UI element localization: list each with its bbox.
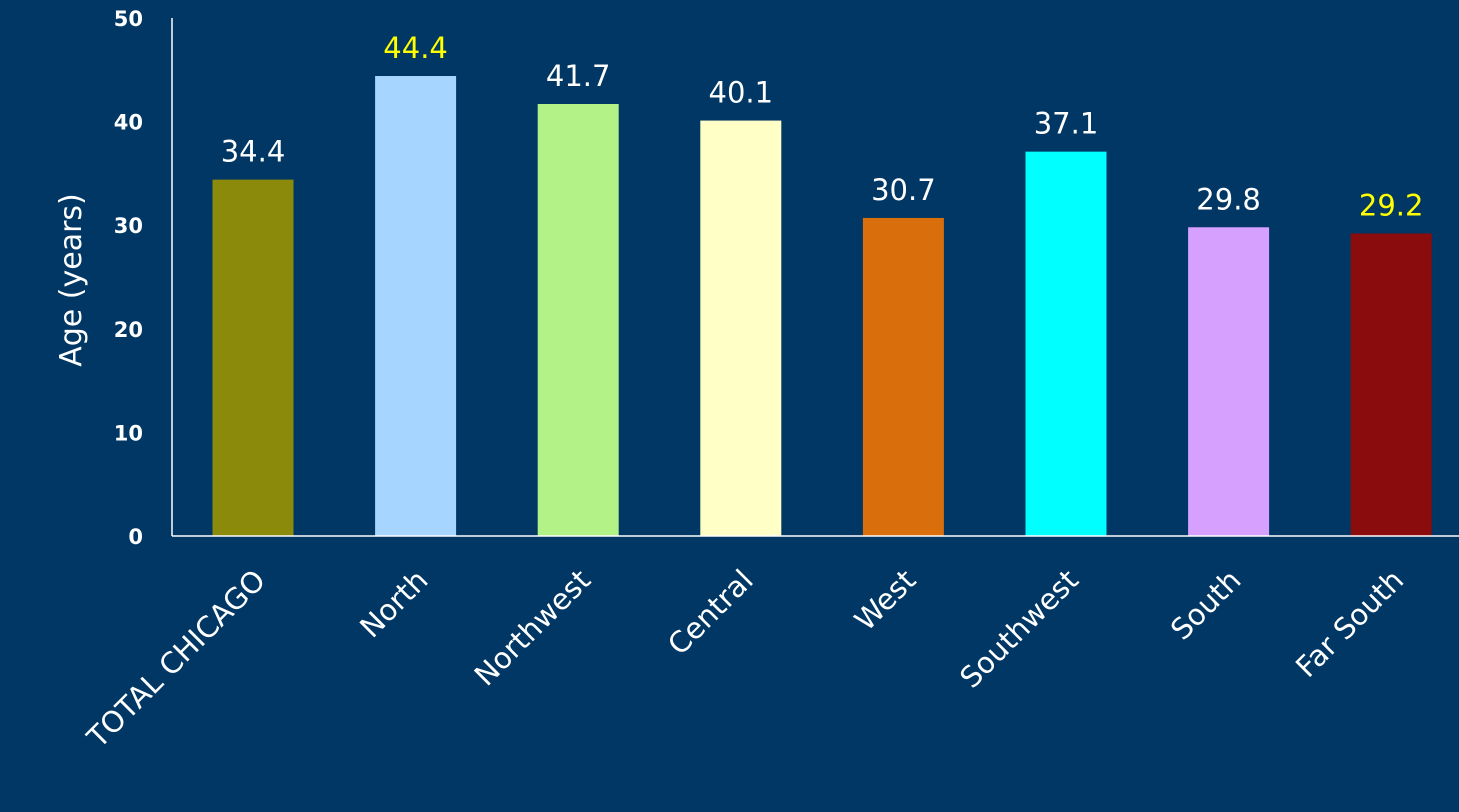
data-labels-group: 34.4 44.4 41.7 40.1 30.7 37.1 29.8 29.2 <box>221 31 1424 222</box>
x-tick-label: TOTAL CHICAGO <box>80 563 272 755</box>
y-tick-label: 20 <box>114 318 143 342</box>
bar <box>212 179 294 536</box>
bar <box>1188 227 1270 536</box>
y-tick-label: 0 <box>128 525 143 549</box>
data-label: 34.4 <box>221 135 286 169</box>
x-tick-label: Far South <box>1289 563 1410 684</box>
bar <box>537 103 619 536</box>
bars-group <box>212 76 1432 537</box>
x-axis-ticks: TOTAL CHICAGO North Northwest Central West So… <box>80 563 1410 755</box>
data-label: 29.2 <box>1359 188 1424 222</box>
y-axis-ticks: 0 10 20 30 40 50 <box>114 7 143 549</box>
y-tick-label: 50 <box>114 7 143 31</box>
x-tick-label: North <box>353 563 434 644</box>
bar <box>375 76 457 537</box>
bar <box>862 217 944 536</box>
x-tick-label: Central <box>661 563 760 662</box>
y-axis-label: Age (years) <box>54 193 89 367</box>
bar <box>1025 151 1107 537</box>
data-label: 30.7 <box>871 173 936 207</box>
y-tick-label: 30 <box>114 214 143 238</box>
bar <box>1350 233 1432 536</box>
x-tick-label: Northwest <box>468 563 598 693</box>
data-label: 37.1 <box>1034 107 1099 141</box>
data-label: 40.1 <box>709 76 774 110</box>
y-tick-label: 10 <box>114 421 143 445</box>
bar <box>700 120 782 537</box>
y-tick-label: 40 <box>114 111 143 135</box>
x-tick-label: South <box>1164 563 1248 647</box>
data-label: 41.7 <box>546 59 611 93</box>
data-label: 44.4 <box>383 31 448 65</box>
x-tick-label: Southwest <box>953 563 1085 695</box>
data-label: 29.8 <box>1196 182 1261 216</box>
x-tick-label: West <box>848 563 922 637</box>
